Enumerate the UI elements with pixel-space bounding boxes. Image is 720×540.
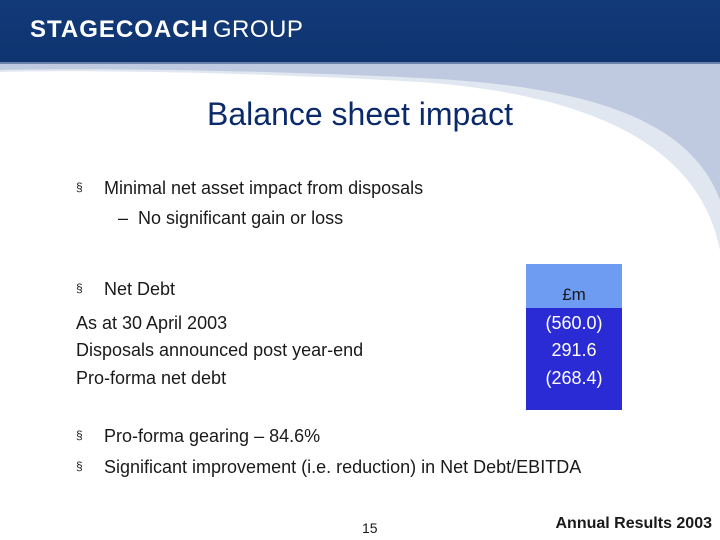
company-logo: STAGECOACH GROUP xyxy=(30,16,303,50)
column-header: £m xyxy=(526,264,622,308)
net-debt-row-value: (560.0) xyxy=(545,313,603,333)
bullet-mark: § xyxy=(76,428,83,442)
logo-brand: STAGECOACH xyxy=(30,16,209,43)
page-number: 15 xyxy=(362,520,378,536)
bullet-mark: § xyxy=(76,281,83,295)
footer-title: Annual Results 2003 xyxy=(555,515,713,532)
sub-bullet-gain-loss: – No significant gain or loss xyxy=(118,208,343,229)
net-debt-row-label: As at 30 April 2003 xyxy=(76,313,228,333)
header-banner xyxy=(0,0,720,64)
bullet-text: Significant improvement (i.e. reduction)… xyxy=(104,457,582,477)
bullet-mark: § xyxy=(76,459,83,473)
bullet-text: Pro-forma gearing – 84.6% xyxy=(104,426,321,446)
sub-bullet-text: No significant gain or loss xyxy=(138,208,344,228)
logo-group: GROUP xyxy=(212,16,304,43)
slide-title: Balance sheet impact xyxy=(207,96,513,132)
bullet-text: Minimal net asset impact from disposals xyxy=(104,178,424,198)
unit-label: £m xyxy=(562,285,586,304)
bullet-mark: § xyxy=(76,180,83,194)
net-debt-row-label: Disposals announced post year-end xyxy=(76,340,364,360)
net-debt-row-label: Pro-forma net debt xyxy=(76,368,227,388)
bullet-text: Net Debt xyxy=(104,279,176,299)
net-debt-values-column: £m (560.0) 291.6 (268.4) xyxy=(526,264,622,410)
net-debt-row-value: (268.4) xyxy=(545,368,603,388)
net-debt-row-value: 291.6 xyxy=(551,340,597,360)
sub-bullet-mark: – xyxy=(118,208,129,228)
